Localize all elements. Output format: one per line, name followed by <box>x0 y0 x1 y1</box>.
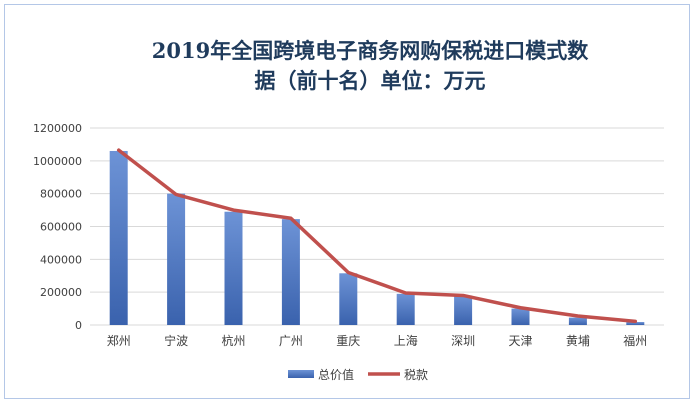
legend-swatch-bar <box>288 370 314 378</box>
x-category-labels: 郑州 宁波 杭州 广州 重庆 上海 深圳 天津 黄埔 福州 <box>107 333 648 348</box>
x-category-label: 天津 <box>508 334 532 348</box>
x-category-label: 福州 <box>623 333 647 348</box>
x-category-label: 广州 <box>279 334 303 348</box>
y-tick-labels: 0 200000 400000 600000 800000 1000000 1200000 <box>33 122 82 332</box>
bar-广州 <box>281 219 300 325</box>
chart-title: 2019年全国跨境电子商务网购保税进口模式数 据（前十名）单位：万元 <box>90 36 650 96</box>
x-category-label: 宁波 <box>164 333 188 348</box>
chart-title-line-1: 2019年全国跨境电子商务网购保税进口模式数 <box>151 38 589 63</box>
bar-黄埔 <box>568 317 587 325</box>
legend-label-tax: 税款 <box>404 368 428 382</box>
bar-上海 <box>396 293 415 325</box>
bar-重庆 <box>339 273 358 325</box>
y-tick-label: 1000000 <box>33 155 82 168</box>
x-category-label: 深圳 <box>451 334 475 348</box>
legend: 总价值 税款 <box>288 367 428 382</box>
grid-lines <box>90 127 664 326</box>
bar-郑州 <box>109 150 128 325</box>
bar-福州 <box>626 322 645 325</box>
bar-宁波 <box>167 193 186 325</box>
y-tick-label: 200000 <box>40 286 82 299</box>
legend-item-total-value: 总价值 <box>288 367 354 382</box>
line-series <box>116 148 638 324</box>
bars <box>109 150 645 325</box>
chart-title-line-2: 据（前十名）单位：万元 <box>254 68 486 93</box>
legend-item-tax: 税款 <box>368 368 428 382</box>
tax-line <box>116 148 638 324</box>
x-category-label: 重庆 <box>336 334 360 348</box>
bar-天津 <box>511 308 530 325</box>
x-category-label: 上海 <box>394 333 418 348</box>
x-category-label: 杭州 <box>221 333 245 348</box>
bar-杭州 <box>224 211 243 325</box>
y-tick-label: 0 <box>75 319 82 332</box>
legend-label-total-value: 总价值 <box>318 367 354 382</box>
y-tick-label: 400000 <box>40 253 82 266</box>
y-tick-label: 1200000 <box>33 122 82 135</box>
x-category-label: 郑州 <box>107 333 131 348</box>
bar-深圳 <box>454 295 473 325</box>
y-tick-label: 600000 <box>40 221 82 234</box>
y-tick-label: 800000 <box>40 188 82 201</box>
x-category-label: 黄埔 <box>566 334 590 348</box>
